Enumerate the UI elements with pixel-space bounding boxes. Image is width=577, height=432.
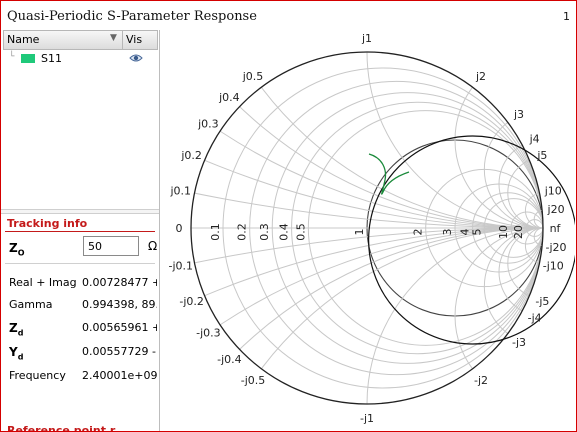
real-imag-label: Real + Imag — [9, 276, 77, 289]
reactance-label: -j0.3 — [196, 327, 221, 340]
reactance-label: j4 — [529, 133, 540, 146]
sort-arrow-icon[interactable]: ▼ — [110, 33, 117, 43]
real-axis-label: 0 — [176, 222, 183, 235]
ohm-unit: Ω — [148, 239, 158, 253]
real-axis-label: 0.4 — [278, 223, 291, 241]
eye-icon[interactable] — [129, 52, 143, 64]
reference-circle — [368, 135, 576, 345]
col-name-header[interactable]: Name — [7, 33, 40, 46]
reactance-label: j0.2 — [180, 149, 202, 162]
unit-circle — [190, 51, 544, 405]
real-imag-value: 0.00728477 + — [82, 276, 157, 289]
reactance-label: -j0.2 — [179, 295, 204, 308]
s11-trace — [368, 153, 410, 195]
reactance-arc — [483, 227, 543, 346]
tracking-divider — [5, 263, 155, 264]
reactance-label: j0.4 — [218, 91, 240, 104]
zd-value: 0.00565961 + — [82, 321, 157, 334]
reactance-label: -j0.5 — [241, 374, 266, 387]
reactance-label: j20 — [547, 203, 565, 216]
reactance-label: -j20 — [546, 241, 567, 254]
smith-chart-area[interactable]: 0 0.1 0.2 0.3 0.4 0.5 1 2 3 4 5 10 20 nf j1 j0.5 j0.4 j0.… — [161, 30, 576, 430]
real-axis-label: 5 — [470, 229, 483, 236]
real-axis-label: 10 — [497, 225, 510, 239]
reactance-label: -j3 — [512, 336, 526, 349]
real-axis-label: 1 — [353, 229, 366, 236]
smith-chart[interactable]: 0 0.1 0.2 0.3 0.4 0.5 1 2 3 45 10 20 nf j1 j0.5j0.4 j0.… — [161, 30, 576, 430]
reactance-label: j2 — [475, 70, 486, 83]
reactance-label: -j0.1 — [168, 260, 193, 273]
reactance-label: j0.3 — [197, 117, 219, 130]
column-divider[interactable] — [122, 31, 123, 49]
real-axis-label: 4 — [459, 229, 472, 236]
yd-label: Yd — [9, 345, 24, 362]
left-panel: Name ▼ Vis └ S11 Tracking info ZO Ω Real… — [1, 30, 160, 432]
reactance-label: j1 — [361, 32, 372, 45]
z0-input[interactable] — [83, 236, 139, 256]
gamma-value: 0.994398, 89. — [82, 298, 157, 311]
yd-value: 0.00557729 - — [82, 345, 156, 358]
reactance-arc — [454, 52, 543, 229]
reactance-label: -j1 — [360, 412, 374, 425]
reference-point-heading: Reference point r... — [7, 424, 127, 432]
real-axis-label: 20 — [512, 225, 525, 239]
gamma-label: Gamma — [9, 298, 53, 311]
real-axis-label: 0.3 — [258, 223, 271, 241]
reactance-arc — [454, 227, 543, 404]
reactance-arc — [366, 52, 543, 229]
reactance-label: j5 — [536, 149, 547, 162]
reactance-label: j0.5 — [242, 70, 264, 83]
reactance-label: j3 — [513, 108, 524, 121]
reactance-arc — [533, 227, 543, 247]
traces-table-header: Name ▼ Vis — [3, 30, 158, 50]
page-number: 1 — [563, 10, 570, 23]
reactance-label: j10 — [544, 184, 562, 197]
trace-color-swatch[interactable] — [21, 54, 35, 63]
trace-row-s11[interactable]: └ S11 — [3, 51, 156, 67]
real-axis-label: 3 — [441, 229, 454, 236]
reactance-label: -j2 — [474, 374, 488, 387]
reactance-arc — [366, 227, 543, 404]
real-axis-label: 0.1 — [209, 223, 222, 241]
z0-label: ZO — [9, 241, 25, 258]
panel-splitter[interactable] — [1, 209, 159, 214]
real-axis-label: nf — [550, 222, 562, 235]
reactance-label: -j5 — [535, 295, 549, 308]
frequency-value: 2.40001e+09 — [82, 369, 157, 382]
reactance-label: j0.1 — [169, 184, 191, 197]
heading-underline — [5, 231, 155, 232]
real-axis-label: 2 — [412, 229, 425, 236]
frequency-label: Frequency — [9, 369, 66, 382]
reactance-arc — [498, 227, 543, 317]
trace-name: S11 — [41, 52, 62, 65]
reactance-label: -j4 — [528, 311, 542, 324]
tracking-info-heading: Tracking info — [7, 217, 88, 230]
window-title: Quasi-Periodic S-Parameter Response — [7, 9, 257, 24]
reactance-arc — [483, 110, 543, 229]
reactance-label: -j10 — [543, 260, 564, 273]
reactance-arc — [533, 209, 543, 229]
reactance-label: -j0.4 — [217, 353, 242, 366]
col-vis-header[interactable]: Vis — [126, 33, 143, 46]
reactance-arc — [498, 139, 543, 229]
zd-label: Zd — [9, 321, 24, 338]
tree-branch-icon: └ — [9, 52, 15, 62]
real-axis-label: 0.5 — [294, 223, 307, 241]
real-axis-label: 0.2 — [236, 223, 249, 241]
